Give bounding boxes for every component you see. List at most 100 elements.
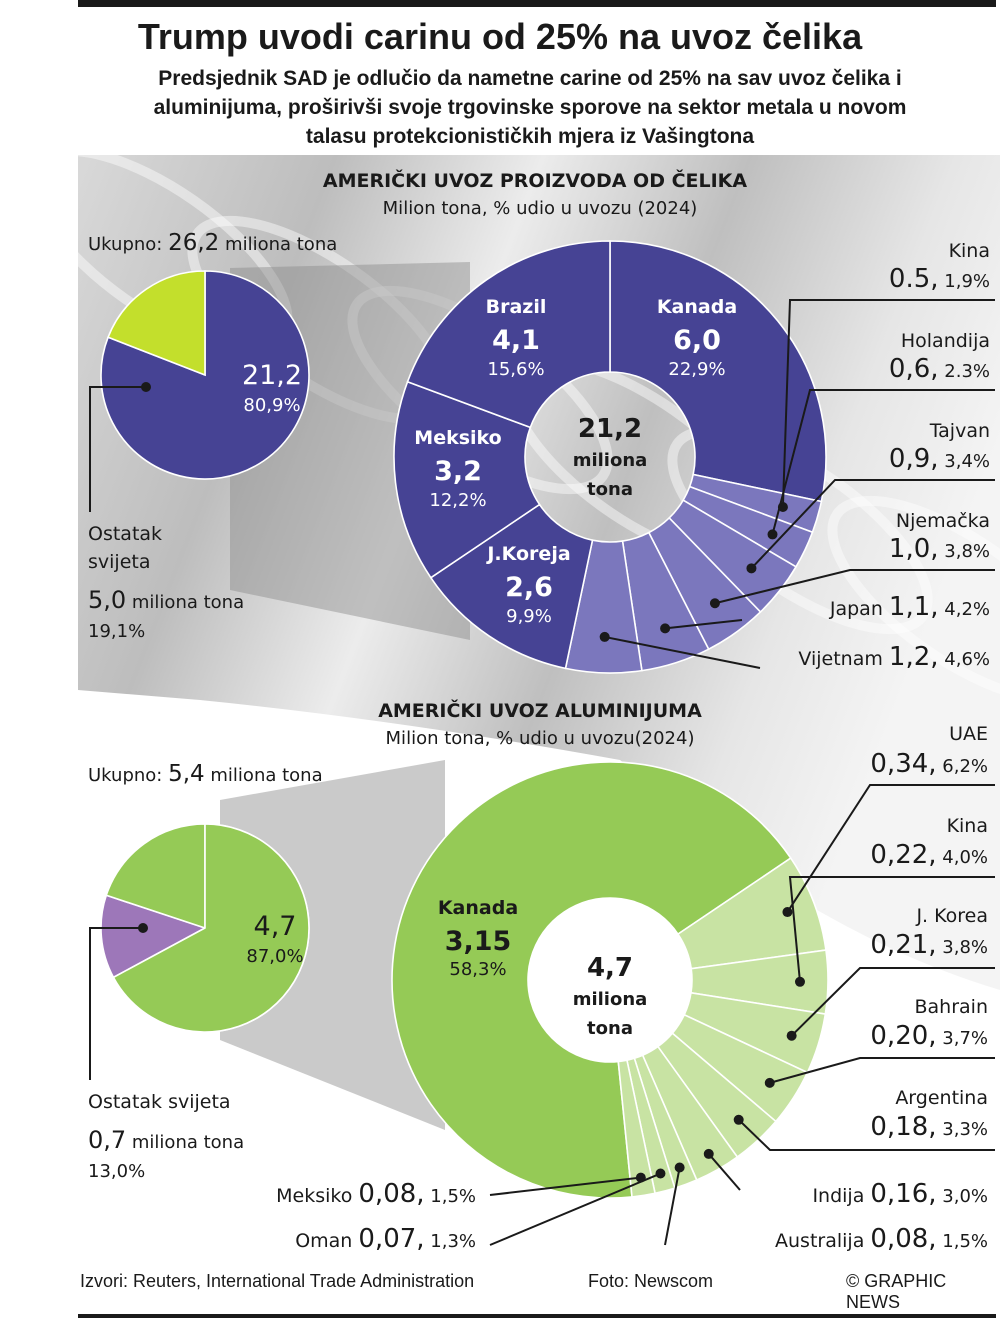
alu-callout-inline-value: 0,08, (358, 1179, 424, 1209)
alu-callout-inline-name: Australija (775, 1230, 870, 1252)
steel-slice-meksiko (393, 380, 541, 579)
page-subtitle: Predsjednik SAD je odlučio da nametne ca… (90, 64, 970, 151)
steel-callout-value-pct: 2.3% (939, 361, 990, 382)
alu-callout-inline: Meksiko 0,08, 1,5% (276, 1179, 476, 1209)
steel-slice-pct: 12,2% (429, 490, 486, 511)
alu-overview-top-pct: 87,0% (246, 946, 303, 967)
alu-callout-inline-pct: 1,3% (425, 1231, 476, 1252)
steel-callout-value-number: 0,9, (889, 444, 939, 474)
alu-callout-leader (790, 967, 995, 1037)
steel-callout-inline-value: 1,1, (889, 592, 939, 622)
steel-callout-value-pct: 1,9% (939, 271, 990, 292)
steel-callout-leader (665, 619, 743, 630)
steel-callout-name: Njemačka (896, 510, 990, 532)
alu-callout-value-number: 0,21, (870, 930, 936, 960)
alu-slice-pct: 58,3% (449, 959, 506, 980)
alu-callout-value: 0,20, 3,7% (870, 1021, 988, 1051)
steel-callout-value: 1,0, 3,8% (889, 534, 990, 564)
alu-callout-leader (786, 784, 995, 913)
alu-callout-inline-pct: 1,5% (425, 1186, 476, 1207)
alu-chart-subtitle: Milion tona, % udio u uvozu(2024) (386, 728, 695, 749)
alu-callout-name: J. Korea (915, 905, 988, 927)
alu-slice-meksiko (617, 1059, 657, 1198)
alu-rest-value-number: 0,7 (88, 1126, 126, 1154)
bottom-rule (78, 1314, 996, 1318)
alu-callout-inline-pct: 1,5% (937, 1231, 988, 1252)
steel-callout-value: 0.5, 1,9% (889, 264, 990, 294)
page-title: Trump uvodi carinu od 25% na uvoz čelika (137, 16, 863, 57)
steel-slice-value: 4,1 (492, 325, 540, 356)
alu-callout-leader (788, 876, 995, 982)
steel-callout-inline: Japan 1,1, 4,2% (829, 592, 990, 622)
steel-center-unit: tona (587, 479, 633, 500)
alu-rest-value-unit: miliona tona (126, 1132, 244, 1153)
steel-callout-leader (771, 389, 995, 535)
alu-callout-inline-value: 0,07, (358, 1224, 424, 1254)
alu-center-unit: tona (587, 1018, 633, 1039)
alu-callout-inline-value: 0,08, (870, 1224, 936, 1254)
steel-slice-name: Meksiko (414, 427, 501, 449)
alu-callout-inline: Indija 0,16, 3,0% (812, 1179, 988, 1209)
steel-total-value: 26,2 (168, 230, 219, 256)
steel-callout-inline-pct: 4,2% (939, 599, 990, 620)
alu-callout-value-number: 0,18, (870, 1112, 936, 1142)
alu-callout-leader (769, 1057, 995, 1084)
steel-slice-brazil (406, 240, 611, 429)
steel-slice-pct: 15,6% (487, 359, 544, 380)
alu-callout-value-pct: 3,8% (937, 937, 988, 958)
steel-chart-title: AMERIČKI UVOZ PROIZVODA OD ČELIKA (323, 168, 748, 192)
steel-callout-value: 0,6, 2.3% (889, 354, 990, 384)
steel-overview-slice-rest (107, 270, 206, 377)
alu-callout-leader (489, 1172, 661, 1246)
steel-callout-value-number: 0.5, (889, 264, 939, 294)
alu-total-unit: miliona tona (205, 765, 323, 786)
steel-slice-value: 2,6 (505, 572, 553, 603)
steel-callout-leader (604, 635, 761, 669)
alu-callout-inline-name: Oman (295, 1230, 358, 1252)
steel-callout-value-pct: 3,8% (939, 541, 990, 562)
steel-slice-jkoreja (429, 503, 594, 670)
steel-callout-inline: Vijetnam 1,2, 4,6% (798, 642, 990, 672)
steel-rest-pct: 19,1% (88, 621, 145, 642)
alu-callout-value-pct: 4,0% (937, 847, 988, 868)
steel-callout-leader (781, 299, 995, 508)
alu-callout-value-number: 0,34, (870, 749, 936, 779)
steel-callout-leader (750, 479, 995, 570)
steel-rest-label: svijeta (88, 551, 150, 573)
alu-callout-leader (707, 1153, 741, 1191)
alu-callout-inline-pct: 3,0% (937, 1186, 988, 1207)
steel-rest-value-number: 5,0 (88, 586, 126, 614)
alu-callout-inline: Oman 0,07, 1,3% (295, 1224, 476, 1254)
steel-callout-name: Kina (949, 240, 990, 262)
subtitle-line: talasu protekcionističkih mjera iz Vašin… (305, 125, 755, 148)
top-rule (78, 0, 996, 7)
alu-callout-value-pct: 3,3% (937, 1119, 988, 1140)
alu-overview-slice-top10d (112, 823, 310, 1033)
steel-center-unit: miliona (573, 450, 648, 471)
steel-callout-name: Holandija (901, 330, 990, 352)
alu-overview-slice-top10c (105, 823, 206, 930)
alu-callout-value: 0,22, 4,0% (870, 840, 988, 870)
steel-callout-leader (714, 569, 995, 605)
alu-callout-name: Bahrain (915, 996, 989, 1018)
alu-rest-label: Ostatak svijeta (88, 1091, 231, 1113)
subtitle-line: Predsjednik SAD je odlučio da nametne ca… (158, 67, 902, 90)
steel-callout-value: 0,9, 3,4% (889, 444, 990, 474)
footer-sources: Izvori: Reuters, International Trade Adm… (80, 1271, 475, 1291)
steel-chart-subtitle: Milion tona, % udio u uvozu (2024) (383, 198, 698, 219)
alu-rest-value: 0,7 miliona tona (88, 1126, 244, 1154)
steel-total-label: Ukupno: 26,2 miliona tona (88, 230, 337, 256)
footer-credit: © GRAPHIC NEWS (846, 1271, 947, 1312)
footer-photo: Foto: Newscom (588, 1271, 714, 1291)
pipe-highlight (827, 495, 1000, 705)
steel-slice-pct: 9,9% (506, 606, 552, 627)
steel-callout-value-pct: 3,4% (939, 451, 990, 472)
steel-slice-kanada (609, 240, 827, 503)
steel-callout-inline-value: 1,2, (889, 642, 939, 672)
steel-rest-label: Ostatak (88, 523, 162, 545)
alu-rest-leader (89, 927, 143, 1080)
steel-slice-name: J.Koreja (485, 543, 570, 565)
steel-overview-top-pct: 80,9% (243, 395, 300, 416)
alu-overview-slice-rest (100, 894, 208, 979)
alu-total-label: Ukupno: 5,4 miliona tona (88, 761, 323, 787)
